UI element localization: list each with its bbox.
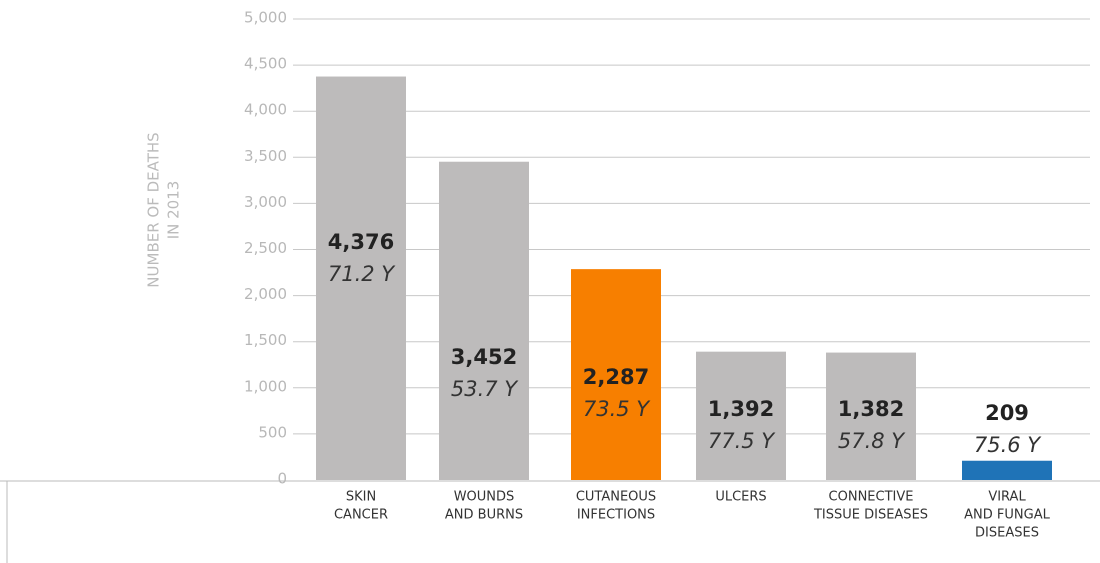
value-label: 2,287 [583, 365, 649, 389]
y-tick-label: 1,500 [244, 331, 287, 349]
y-tick-label: 4,500 [244, 55, 287, 73]
y-tick-label: 2,000 [244, 285, 287, 303]
bar [571, 269, 661, 480]
x-tick-label: AND BURNS [445, 508, 523, 523]
value-label: 3,452 [451, 345, 517, 369]
x-tick-label: WOUNDS [454, 490, 515, 505]
y-axis-label: IN 2013 [165, 181, 183, 240]
age-label: 71.2 Y [328, 262, 396, 286]
y-tick-label: 500 [258, 423, 287, 441]
x-tick-label: SKIN [346, 490, 376, 505]
x-tick-label: INFECTIONS [577, 508, 655, 523]
x-tick-label: AND FUNGAL [964, 508, 1050, 523]
bar [696, 351, 786, 480]
age-label: 75.6 Y [974, 433, 1042, 457]
x-tick-label: DISEASES [975, 526, 1039, 541]
bar [316, 76, 406, 480]
bar [439, 161, 529, 481]
bar [962, 460, 1052, 480]
y-axis-label: NUMBER OF DEATHS [145, 132, 163, 287]
age-label: 77.5 Y [708, 429, 776, 453]
y-tick-label: 3,000 [244, 193, 287, 211]
x-tick-label: VIRAL [988, 490, 1026, 505]
y-tick-label: 4,000 [244, 101, 287, 119]
y-tick-label: 5,000 [244, 9, 287, 27]
age-label: 53.7 Y [451, 377, 519, 401]
x-tick-label: TISSUE DISEASES [813, 508, 928, 523]
age-label: 73.5 Y [583, 397, 651, 421]
y-tick-label: 1,000 [244, 377, 287, 395]
y-tick-label: 2,500 [244, 239, 287, 257]
x-tick-label: CANCER [334, 508, 388, 523]
x-tick-label: ULCERS [715, 490, 766, 505]
value-label: 1,382 [838, 397, 904, 421]
y-tick-label: 3,500 [244, 147, 287, 165]
value-label: 1,392 [708, 397, 774, 421]
age-label: 57.8 Y [838, 429, 906, 453]
y-tick-label: 0 [277, 470, 287, 488]
value-label: 209 [985, 401, 1029, 425]
x-tick-label: CONNECTIVE [829, 490, 914, 505]
value-label: 4,376 [328, 230, 394, 254]
bar [826, 352, 916, 480]
x-tick-label: CUTANEOUS [576, 490, 656, 505]
